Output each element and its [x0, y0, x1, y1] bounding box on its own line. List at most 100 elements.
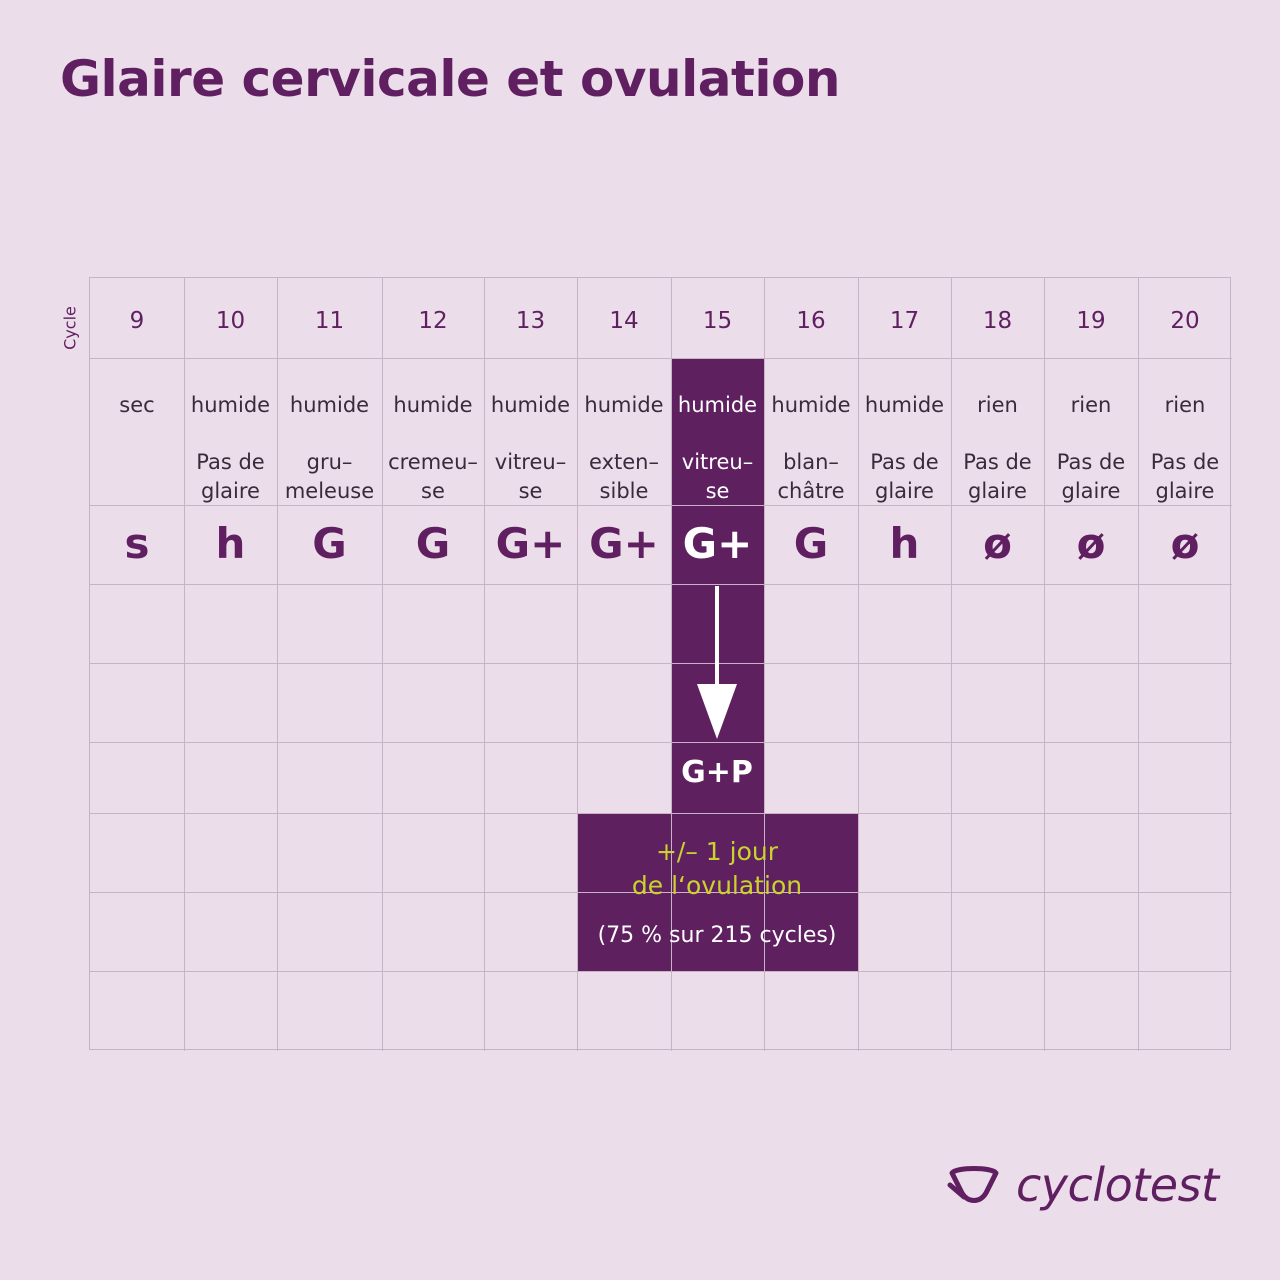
aspect-line: se — [705, 479, 730, 503]
ovulation-statistic-note: (75 % sur 215 cycles) — [597, 923, 837, 948]
mucus-symbol: h — [215, 519, 246, 568]
ovulation-window-line2: de l‘ovulation — [631, 871, 803, 900]
aspect-label: vitreu– se — [682, 448, 753, 506]
aspect-line: cremeu– — [388, 450, 478, 474]
sensation-label: humide — [289, 393, 370, 417]
cycle-day-number: 12 — [418, 308, 448, 334]
sensation-label: humide — [490, 393, 571, 417]
cycle-day-number: 9 — [129, 308, 145, 334]
grid-line-vertical — [671, 278, 672, 1051]
mucus-symbol: G+ — [682, 519, 753, 568]
grid-line-horizontal — [90, 892, 1232, 893]
aspect-line: meleuse — [284, 479, 375, 503]
grid-line-vertical — [184, 278, 185, 1051]
aspect-label: gru– meleuse — [285, 448, 374, 506]
cycle-day-number: 15 — [702, 308, 733, 334]
grid-line-vertical — [858, 278, 859, 1051]
aspect-line: Pas de — [963, 450, 1032, 474]
aspect-label: blan– châtre — [777, 448, 844, 506]
grid-line-horizontal — [90, 813, 1232, 814]
mucus-symbol: s — [124, 519, 150, 568]
cycle-day-number: 14 — [609, 308, 639, 334]
aspect-line: se — [518, 479, 543, 503]
aspect-line: Pas de — [870, 450, 939, 474]
mucus-symbol: G+ — [495, 519, 566, 568]
aspect-line: Pas de — [196, 450, 265, 474]
grid-line-horizontal — [90, 584, 1232, 585]
sensation-label: humide — [393, 393, 473, 417]
sensation-label: humide — [190, 393, 271, 417]
aspect-line: glaire — [1155, 479, 1215, 503]
grid-line-vertical — [1044, 278, 1045, 1051]
down-arrow-icon — [697, 586, 737, 739]
sensation-label: rien — [977, 393, 1018, 417]
aspect-label: Pas de glaire — [870, 448, 938, 506]
mucus-symbol: G — [793, 519, 829, 568]
mucus-symbol: G+ — [589, 519, 659, 568]
mucus-symbol: G — [312, 519, 347, 568]
mucus-symbol: G — [415, 519, 451, 568]
aspect-line: vitreu– — [494, 450, 567, 474]
aspect-label: Pas de glaire — [1151, 448, 1219, 506]
grid-line-vertical — [951, 278, 952, 1051]
grid-line-horizontal — [90, 663, 1232, 664]
aspect-line: châtre — [777, 479, 845, 503]
aspect-line: glaire — [1061, 479, 1121, 503]
mucus-symbol: ø — [1170, 519, 1200, 568]
aspect-label: Pas de glaire — [196, 448, 264, 506]
mucus-symbol: ø — [983, 519, 1012, 568]
ovulation-window-line1: +/– 1 jour — [655, 837, 779, 866]
sensation-label: humide — [584, 393, 664, 417]
grid-line-vertical — [764, 278, 765, 1051]
sensation-label: sec — [119, 393, 155, 417]
page-title: Glaire cervicale et ovulation — [60, 50, 840, 108]
aspect-label: Pas de glaire — [963, 448, 1031, 506]
cycle-day-number: 11 — [314, 308, 345, 334]
grid-line-horizontal — [90, 505, 1232, 506]
grid-line-horizontal — [90, 971, 1232, 972]
aspect-label: vitreu– se — [495, 448, 566, 506]
cyclotest-logo-icon — [947, 1166, 999, 1203]
grid-line-horizontal — [90, 358, 1232, 359]
aspect-label: cremeu– se — [388, 448, 478, 506]
sensation-label: rien — [1070, 393, 1112, 417]
grid-line-horizontal — [90, 742, 1232, 743]
aspect-line: vitreu– — [681, 450, 754, 474]
grid-line-vertical — [1138, 278, 1139, 1051]
mucus-symbol: ø — [1076, 519, 1106, 568]
aspect-label: Pas de glaire — [1057, 448, 1125, 506]
aspect-line: sible — [599, 479, 649, 503]
cycle-day-number: 10 — [215, 308, 246, 334]
cycle-day-number: 19 — [1076, 308, 1106, 334]
aspect-line: gru– — [306, 450, 353, 474]
aspect-line: Pas de — [1056, 450, 1126, 474]
aspect-line: blan– — [783, 450, 839, 474]
grid-line-vertical — [382, 278, 383, 1051]
sensation-label: rien — [1164, 393, 1206, 417]
cycle-day-number: 16 — [796, 308, 826, 334]
cycle-day-number: 17 — [889, 308, 920, 334]
cycle-day-number: 20 — [1170, 308, 1200, 334]
grid-line-vertical — [577, 278, 578, 1051]
cycle-grid: 9 sec s 10 humide Pas de glaire h 11 humide gru– me… — [89, 277, 1232, 1051]
aspect-line: glaire — [968, 479, 1027, 503]
aspect-label: exten– sible — [589, 448, 659, 506]
aspect-line: Pas de — [1150, 450, 1220, 474]
arrow-head — [697, 684, 737, 739]
grid-line-vertical — [277, 278, 278, 1051]
peak-label: G+P — [681, 755, 753, 790]
sensation-label: humide — [677, 393, 758, 417]
cycle-day-number: 13 — [515, 308, 546, 334]
aspect-line: glaire — [875, 479, 934, 503]
cycle-axis-label: Cycle — [60, 306, 80, 350]
aspect-line: glaire — [201, 479, 260, 503]
brand-logo: cyclotest — [946, 1158, 1219, 1212]
aspect-line: se — [421, 479, 445, 503]
mucus-symbol: h — [889, 519, 920, 568]
cycle-day-number: 18 — [982, 308, 1013, 334]
brand-name: cyclotest — [1016, 1158, 1219, 1212]
grid-line-vertical — [484, 278, 485, 1051]
sensation-label: humide — [864, 393, 945, 417]
aspect-line: exten– — [589, 450, 659, 474]
sensation-label: humide — [771, 393, 851, 417]
